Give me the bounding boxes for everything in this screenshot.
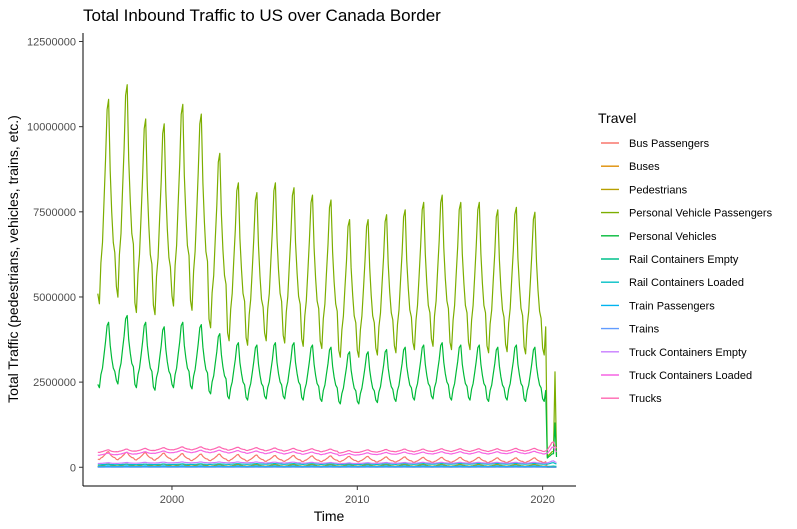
series-line-truck-containers-loaded — [97, 446, 557, 457]
legend-label: Bus Passengers — [629, 138, 710, 150]
series-line-truck-containers-empty — [97, 460, 557, 465]
series-line-rail-containers-loaded — [97, 462, 557, 466]
x-tick-label: 2010 — [345, 494, 369, 506]
y-tick-label: 2500000 — [33, 377, 76, 389]
y-tick-label: 7500000 — [33, 207, 76, 219]
legend-label: Rail Containers Empty — [629, 254, 739, 266]
legend-label: Trucks — [629, 393, 662, 405]
series-line-bus-passengers — [97, 451, 557, 468]
legend: Travel Bus Passengers Buses Pedestrians Per… — [598, 110, 773, 405]
legend-label: Trains — [629, 324, 660, 336]
legend-label: Train Passengers — [629, 300, 715, 312]
legend-label: Truck Containers Loaded — [629, 370, 752, 382]
legend-items: Bus Passengers Buses Pedestrians Personal V… — [601, 138, 773, 405]
legend-label: Personal Vehicles — [629, 231, 717, 243]
series-line-personal-vehicle-passengers — [97, 84, 558, 457]
legend-label: Buses — [629, 161, 660, 173]
legend-title: Travel — [598, 110, 636, 126]
x-axis-ticks: 2000 2010 2020 — [160, 486, 555, 506]
y-axis-title: Total Traffic (pedestrians, vehicles, tr… — [5, 115, 21, 403]
plot-area — [97, 84, 558, 468]
y-tick-label: 10000000 — [27, 122, 76, 134]
series-line-train-passengers — [97, 465, 557, 468]
series-line-trucks — [97, 441, 558, 454]
y-tick-label: 5000000 — [33, 292, 76, 304]
legend-label: Truck Containers Empty — [629, 347, 747, 359]
y-axis-ticks: 0 2500000 5000000 7500000 10000000 12500000 — [27, 37, 83, 474]
x-tick-label: 2000 — [160, 494, 184, 506]
legend-label: Pedestrians — [629, 184, 688, 196]
chart-title: Total Inbound Traffic to US over Canada … — [83, 6, 441, 25]
x-tick-label: 2020 — [530, 494, 554, 506]
y-tick-label: 12500000 — [27, 37, 76, 49]
legend-label: Rail Containers Loaded — [629, 277, 744, 289]
series-lines — [97, 84, 558, 468]
x-axis-title: Time — [314, 508, 345, 524]
legend-label: Personal Vehicle Passengers — [629, 208, 773, 220]
series-line-personal-vehicles — [97, 314, 558, 459]
y-tick-label: 0 — [70, 462, 76, 474]
